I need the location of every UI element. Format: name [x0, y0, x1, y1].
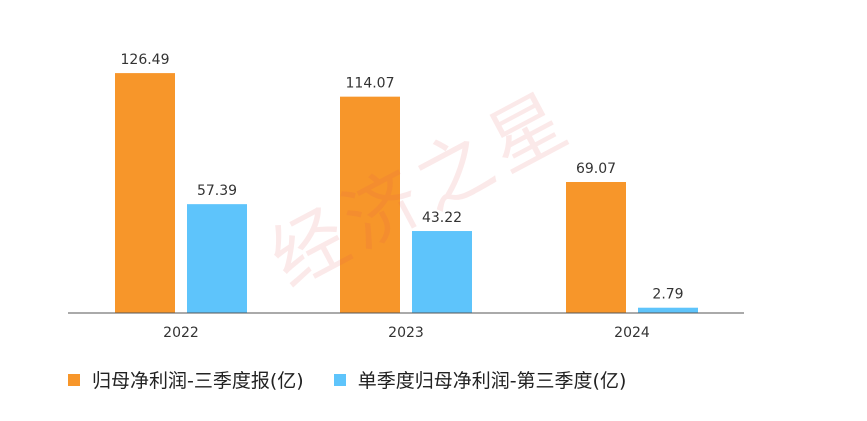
- x-tick-label-2022: 2022: [163, 325, 199, 341]
- legend-item-series-1[interactable]: 归母净利润-三季度报(亿): [68, 366, 304, 393]
- x-tick-label-2024: 2024: [614, 325, 650, 341]
- legend-swatch-series-1: [68, 373, 80, 386]
- bar-series-2-2022[interactable]: [187, 204, 247, 313]
- value-label-series-1-2024: 69.07: [576, 161, 616, 177]
- legend-item-series-2[interactable]: 单季度归母净利润-第三季度(亿): [333, 366, 627, 393]
- legend-swatch-series-2: [333, 373, 346, 386]
- value-label-series-2-2023: 43.22: [422, 210, 462, 226]
- legend-label-series-1: 归母净利润-三季度报(亿): [92, 370, 304, 392]
- bar-series-2-2023[interactable]: [412, 231, 472, 313]
- value-label-series-1-2023: 114.07: [346, 76, 395, 92]
- legend-label-series-2: 单季度归母净利润-第三季度(亿): [357, 370, 627, 392]
- bar-series-2-2024[interactable]: [638, 307, 698, 313]
- value-label-series-1-2022: 126.49: [121, 52, 170, 68]
- bar-series-1-2023[interactable]: [340, 96, 400, 314]
- x-tick-label-2023: 2023: [388, 325, 424, 341]
- bar-series-1-2022[interactable]: [115, 73, 175, 314]
- value-labels-layer: 126.49 57.39 114.07 43.22 69.07 2.79: [121, 52, 684, 303]
- x-tick-labels-layer: 2022 2023 2024: [163, 325, 650, 341]
- value-label-series-2-2024: 2.79: [652, 287, 683, 303]
- value-label-series-2-2022: 57.39: [197, 183, 237, 199]
- legend: 归母净利润-三季度报(亿) 单季度归母净利润-第三季度(亿): [68, 366, 626, 393]
- bar-series-1-2024[interactable]: [566, 182, 626, 313]
- bars-layer: [115, 73, 698, 314]
